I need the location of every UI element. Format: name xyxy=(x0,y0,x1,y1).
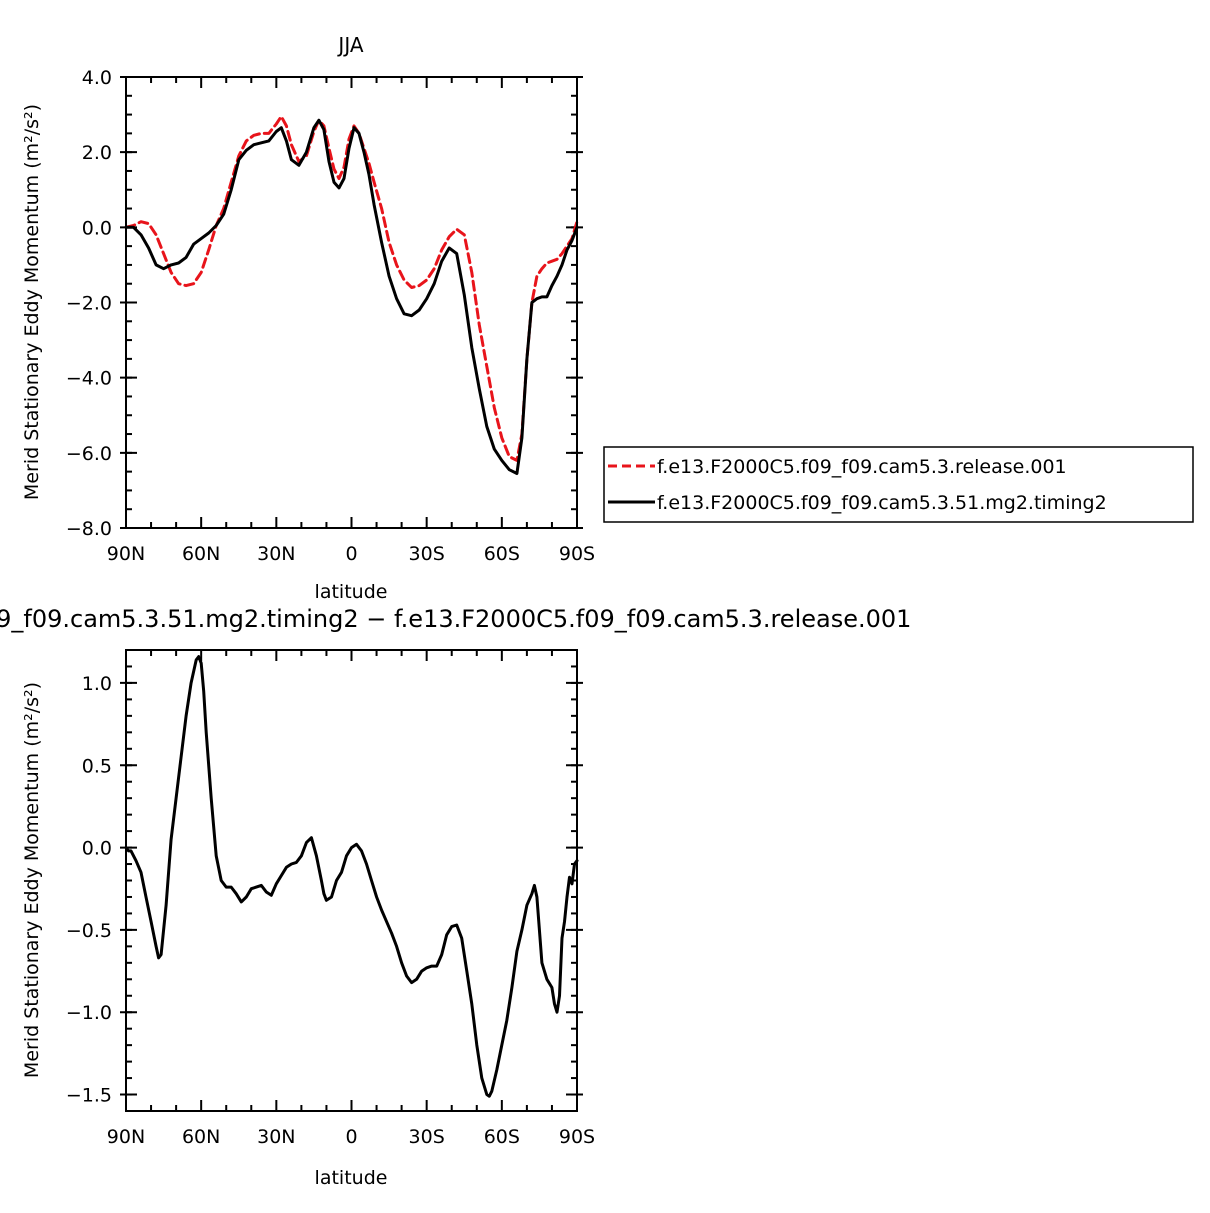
chart-top-x-axis-label: latitude xyxy=(315,581,388,603)
chart-top-y-tick-label: 0.0 xyxy=(82,217,112,239)
chart-top-y-tick-label: −4.0 xyxy=(66,368,112,390)
chart-bottom-x-tick-label: 30S xyxy=(409,1126,445,1148)
chart-bottom-y-tick-label: 0.0 xyxy=(82,838,112,860)
chart-top-y-axis-label: Merid Stationary Eddy Momentum (m²/s²) xyxy=(21,104,43,500)
chart-top-plot-frame xyxy=(125,76,578,529)
chart-bottom-x-tick-label: 30N xyxy=(257,1126,295,1148)
chart-bottom-title: f.e13.F2000C5.f09_f09.cam5.3.51.mg2.timi… xyxy=(0,605,911,633)
chart-top-x-tick-label: 90N xyxy=(107,543,145,565)
chart-bottom-x-tick-label: 60N xyxy=(182,1126,220,1148)
chart-bottom-x-tick-label: 90S xyxy=(559,1126,595,1148)
chart-top-x-tick-label: 90S xyxy=(559,543,595,565)
chart-bottom-y-axis-label: Merid Stationary Eddy Momentum (m²/s²) xyxy=(21,682,43,1078)
chart-top-y-tick-label: −6.0 xyxy=(66,443,112,465)
chart-bottom-tick-group: 90N 60N 30N 0 30S 60S 90S −1.5 −1.0 −0.5 0.0 0.5 1.0 xyxy=(66,649,595,1148)
chart-top-title: JJA xyxy=(336,33,363,57)
chart-top-legend: f.e13.F2000C5.f09_f09.cam5.3.release.001… xyxy=(603,446,1194,523)
chart-top-x-tick-label: 0 xyxy=(345,543,357,565)
chart-bottom-y-tick-label: 1.0 xyxy=(82,673,112,695)
chart-bottom-x-tick-label: 60S xyxy=(484,1126,520,1148)
chart-top-y-tick-label: 4.0 xyxy=(82,67,112,89)
chart-top-y-tick-label: 2.0 xyxy=(82,142,112,164)
chart-bottom-x-tick-label: 0 xyxy=(345,1126,357,1148)
chart-bottom-y-tick-label: −1.5 xyxy=(66,1085,112,1107)
chart-bottom-y-tick-label: −0.5 xyxy=(66,920,112,942)
chart-bottom-series-line-0 xyxy=(124,655,579,1098)
chart-top-x-tick-label: 30S xyxy=(409,543,445,565)
chart-bottom: f.e13.F2000C5.f09_f09.cam5.3.51.mg2.timi… xyxy=(0,605,911,1189)
chart-bottom-series-group xyxy=(124,655,579,1098)
chart-bottom-x-tick-label: 90N xyxy=(107,1126,145,1148)
chart-top: JJA 90N 60N 30N 0 30S 60S 90S −8.0 −6.0 −4.0 −2.0 0… xyxy=(21,33,1194,603)
chart-bottom-plot-frame xyxy=(125,649,578,1112)
chart-top-y-tick-label: −8.0 xyxy=(66,518,112,540)
legend-box xyxy=(603,446,1194,523)
chart-top-series-group xyxy=(124,115,579,475)
chart-top-y-tick-label: −2.0 xyxy=(66,293,112,315)
chart-top-x-tick-label: 30N xyxy=(257,543,295,565)
chart-top-tick-group: 90N 60N 30N 0 30S 60S 90S −8.0 −6.0 −4.0 −2.0 0.0 2.… xyxy=(66,67,595,565)
chart-top-series-line-1 xyxy=(124,118,579,475)
chart-bottom-y-tick-label: −1.0 xyxy=(66,1002,112,1024)
chart-top-x-tick-label: 60S xyxy=(484,543,520,565)
legend-label-release: f.e13.F2000C5.f09_f09.cam5.3.release.001 xyxy=(657,456,1067,478)
chart-bottom-x-axis-label: latitude xyxy=(315,1167,388,1189)
chart-top-series-line-0 xyxy=(124,115,579,462)
chart-bottom-y-tick-label: 0.5 xyxy=(82,755,112,777)
chart-top-x-tick-label: 60N xyxy=(182,543,220,565)
legend-label-timing2: f.e13.F2000C5.f09_f09.cam5.3.51.mg2.timi… xyxy=(657,492,1107,514)
